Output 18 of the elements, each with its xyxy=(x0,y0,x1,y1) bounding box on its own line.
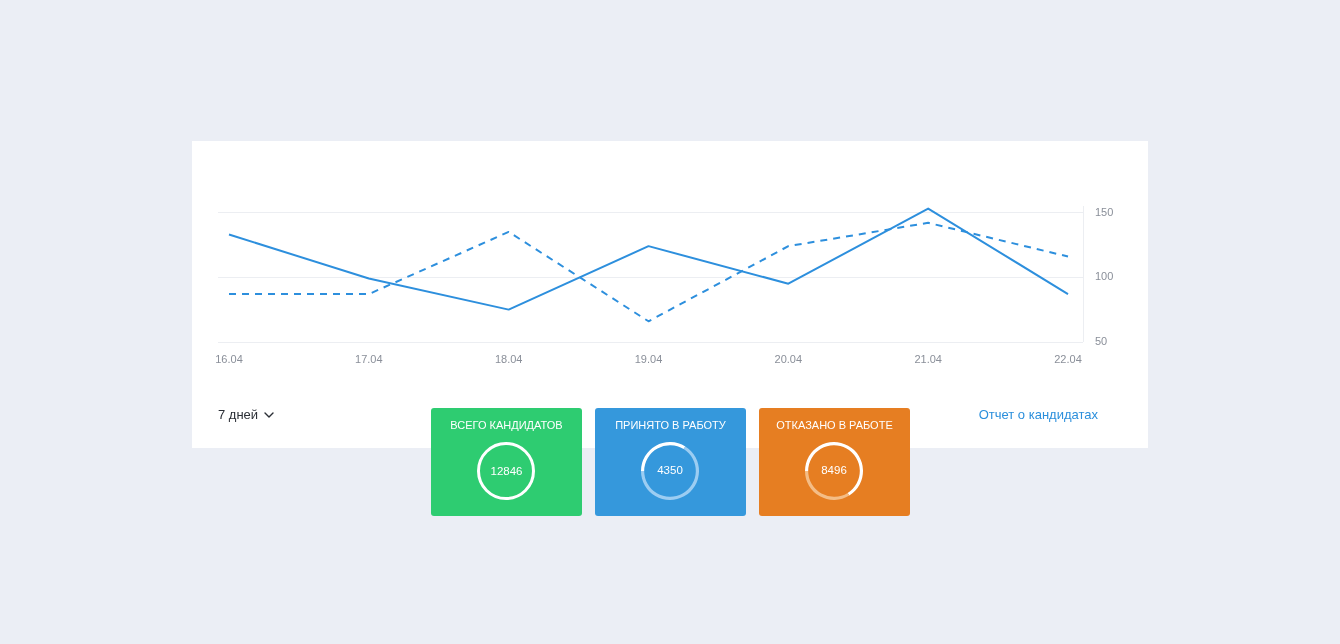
text: 12846 xyxy=(489,464,524,478)
x-tick-label: 19.04 xyxy=(634,352,663,365)
x-tick-label: 18.04 xyxy=(494,352,523,365)
x-tick-label: 20.04 xyxy=(774,352,803,365)
x-tick-label: 17.04 xyxy=(355,352,383,365)
y-tick-label: 50 xyxy=(1095,335,1108,348)
data-label: 4350 xyxy=(657,464,683,477)
x-tick-label: 22.04 xyxy=(1054,352,1082,365)
y-tick-label: 100 xyxy=(1095,270,1114,283)
x-tick-label: 21.04 xyxy=(914,352,942,365)
chart-title: ПРИНЯТО В РАБОТУ xyxy=(614,419,727,432)
chart-title: ОТКАЗАНО В РАБОТЕ xyxy=(775,419,894,432)
data-label: 8496 xyxy=(821,464,847,477)
y-tick-label: 150 xyxy=(1095,205,1114,218)
text: 7 дней xyxy=(218,407,259,423)
x-tick-label: 16.04 xyxy=(215,352,243,365)
text: ВСЕГО КАНДИДАТОВ xyxy=(449,419,564,432)
text: Отчет о кандидатах xyxy=(978,407,1098,423)
